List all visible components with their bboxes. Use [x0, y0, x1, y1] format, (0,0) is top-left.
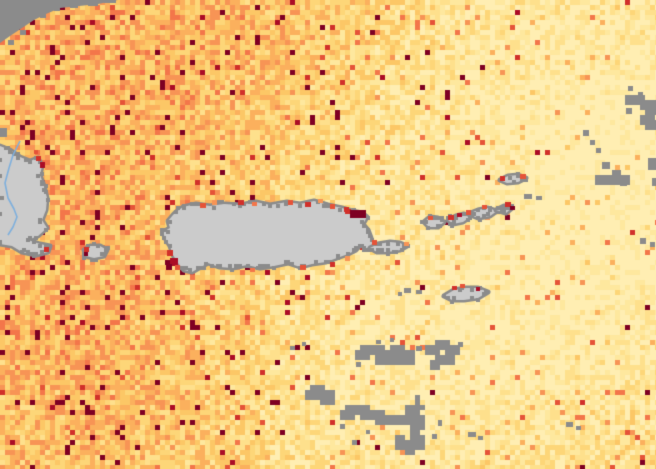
satellite-raster-canvas	[0, 0, 656, 469]
map-viewport[interactable]	[0, 0, 656, 469]
